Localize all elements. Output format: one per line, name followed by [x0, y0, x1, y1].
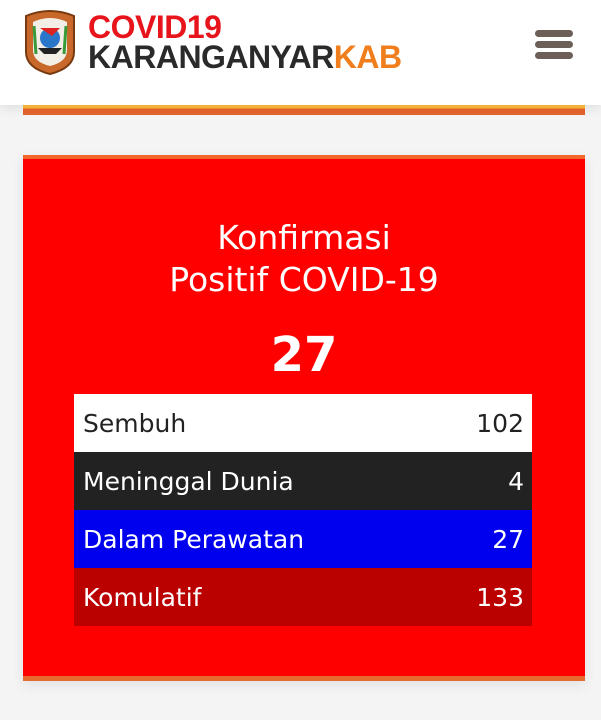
stats-label: Dalam Perawatan — [83, 524, 305, 554]
stats-value: 102 — [476, 408, 524, 438]
brand-line2: KARANGANYARKAB — [88, 39, 402, 75]
brand-line1: COVID19 — [88, 9, 222, 45]
stats-value: 4 — [508, 466, 524, 496]
stats-row: Dalam Perawatan 27 — [74, 510, 532, 568]
stats-value: 27 — [492, 524, 524, 554]
card-title: Konfirmasi Positif COVID-19 — [169, 218, 439, 299]
hamburger-icon — [535, 30, 573, 37]
brand-accent: KAB — [333, 39, 402, 75]
stats-table: Sembuh 102 Meninggal Dunia 4 Dalam Perawatan… — [74, 394, 532, 626]
brand-name: KARANGANYAR — [88, 39, 334, 75]
karanganyar-emblem-logo[interactable] — [22, 8, 78, 76]
stats-value: 133 — [476, 582, 524, 612]
confirmed-count: 27 — [270, 327, 338, 383]
hamburger-menu-button[interactable] — [535, 30, 573, 60]
stats-label: Sembuh — [83, 408, 187, 438]
site-header: COVID19 KARANGANYARKAB — [0, 0, 601, 105]
stats-row: Meninggal Dunia 4 — [74, 452, 532, 510]
stats-label: Meninggal Dunia — [83, 466, 294, 496]
stats-label: Komulatif — [83, 582, 202, 612]
site-brand[interactable]: COVID19 KARANGANYARKAB — [88, 9, 402, 75]
accent-divider — [23, 105, 585, 115]
confirmed-cases-card: Konfirmasi Positif COVID-19 27 Sembuh 102… — [23, 155, 585, 681]
stats-row: Komulatif 133 — [74, 568, 532, 626]
stats-row: Sembuh 102 — [74, 394, 532, 452]
